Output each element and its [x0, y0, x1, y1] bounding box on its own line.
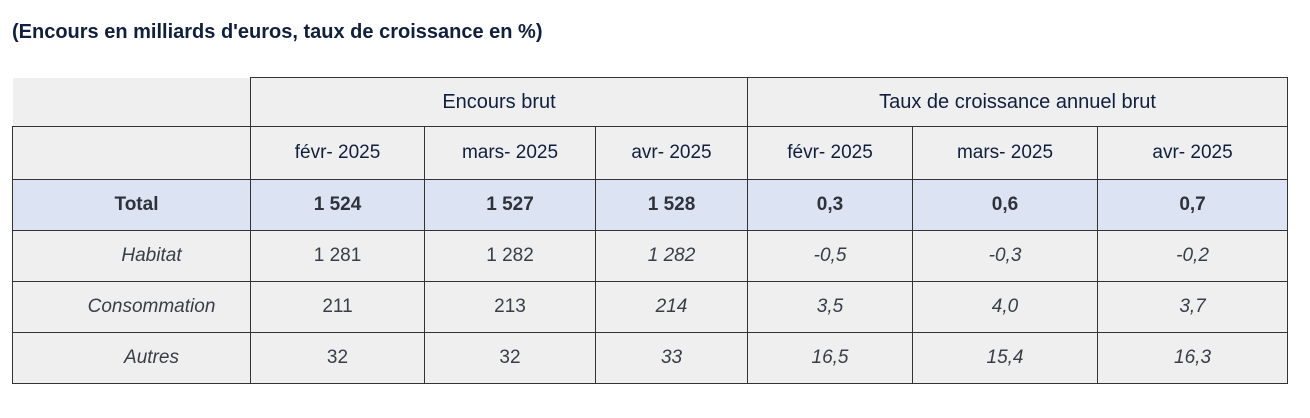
table-row-autres: Autres 32 32 33 16,5 15,4 16,3 [12, 332, 1289, 384]
table-cell: -0,3 [912, 230, 1099, 282]
table-cell: 15,4 [912, 332, 1099, 384]
table-cell: 0,3 [747, 179, 914, 231]
table-cell: 1 528 [594, 179, 749, 231]
column-group-header-row: Encours brut Taux de croissance annuel b… [12, 77, 1289, 127]
table-cell: 1 524 [250, 179, 425, 231]
table-cell: 32 [424, 332, 596, 384]
table-cell: 0,7 [1097, 179, 1289, 231]
row-label: Habitat [12, 230, 251, 282]
table-cell: 211 [250, 281, 425, 333]
month-header: févr- 2025 [747, 126, 914, 180]
table-cell: 1 281 [250, 230, 425, 282]
corner-cell [12, 126, 251, 180]
table-cell: 33 [594, 332, 749, 384]
table-row-total: Total 1 524 1 527 1 528 0,3 0,6 0,7 [12, 179, 1289, 231]
row-label: Total [12, 179, 251, 231]
month-header: mars- 2025 [912, 126, 1099, 180]
month-header-row: févr- 2025 mars- 2025 avr- 2025 févr- 20… [12, 126, 1289, 180]
month-header: avr- 2025 [594, 126, 749, 180]
table-cell: 32 [250, 332, 425, 384]
table-caption: (Encours en milliards d'euros, taux de c… [12, 21, 543, 43]
corner-cell [12, 77, 251, 127]
table-row-consommation: Consommation 211 213 214 3,5 4,0 3,7 [12, 281, 1289, 333]
table-cell: 1 282 [424, 230, 596, 282]
group-header-taux-croissance: Taux de croissance annuel brut [747, 77, 1289, 127]
month-header: mars- 2025 [424, 126, 596, 180]
table-cell: 1 527 [424, 179, 596, 231]
table-cell: 4,0 [912, 281, 1099, 333]
table-cell: -0,2 [1097, 230, 1289, 282]
credit-outstanding-table: Encours brut Taux de croissance annuel b… [12, 77, 1289, 384]
month-header: févr- 2025 [250, 126, 425, 180]
table-cell: 1 282 [594, 230, 749, 282]
table-cell: 16,3 [1097, 332, 1289, 384]
table-cell: 16,5 [747, 332, 914, 384]
table-cell: 213 [424, 281, 596, 333]
group-header-encours-brut: Encours brut [249, 77, 749, 127]
month-header: avr- 2025 [1097, 126, 1289, 180]
row-label: Consommation [12, 281, 251, 333]
table-cell: -0,5 [747, 230, 914, 282]
table-cell: 214 [594, 281, 749, 333]
page: (Encours en milliards d'euros, taux de c… [12, 21, 1289, 384]
table-cell: 0,6 [912, 179, 1099, 231]
table-row-habitat: Habitat 1 281 1 282 1 282 -0,5 -0,3 -0,2 [12, 230, 1289, 282]
table-cell: 3,5 [747, 281, 914, 333]
row-label: Autres [12, 332, 251, 384]
table-cell: 3,7 [1097, 281, 1289, 333]
